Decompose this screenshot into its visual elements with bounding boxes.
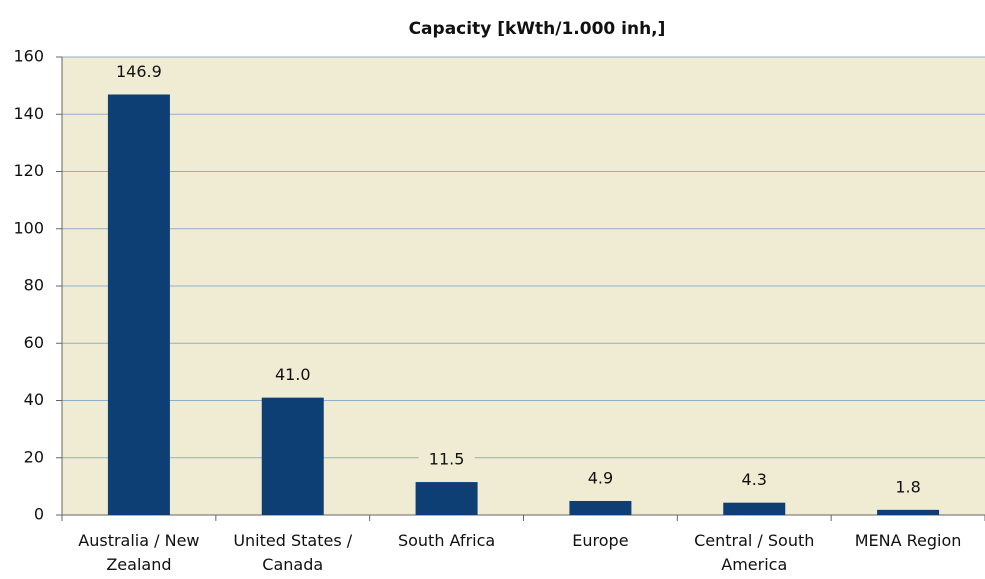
value-label: 4.3 <box>742 470 767 489</box>
value-label-bg <box>572 466 629 489</box>
value-label-bg <box>726 468 783 491</box>
y-tick-label: 40 <box>24 390 44 409</box>
x-tick-label: MENA Region <box>854 531 962 550</box>
y-tick-label: 60 <box>24 333 44 352</box>
value-label: 41.0 <box>275 365 311 384</box>
y-tick-label: 100 <box>13 218 44 237</box>
value-label-bg <box>110 60 167 83</box>
value-label: 1.8 <box>895 477 920 496</box>
bar <box>569 500 632 515</box>
x-tick-label: United States / Canada <box>233 531 353 574</box>
x-tick-label: Europe <box>572 531 629 550</box>
x-tick-label: South Africa <box>397 531 496 550</box>
y-tick-label: 120 <box>13 161 44 180</box>
y-tick-label: 20 <box>24 447 44 466</box>
value-label-bg <box>418 448 475 471</box>
value-label: 11.5 <box>429 450 465 469</box>
value-label-bg <box>264 363 321 386</box>
bar <box>107 94 170 515</box>
y-tick-label: 160 <box>13 47 44 66</box>
value-label: 146.9 <box>116 62 162 81</box>
x-tick-label: Central / South America <box>694 531 815 574</box>
value-label: 4.9 <box>588 468 613 487</box>
chart-title: Capacity [kWth/1.000 inh,] <box>409 19 666 39</box>
value-label-bg <box>880 475 937 498</box>
y-tick-label: 80 <box>24 276 44 295</box>
bar <box>723 502 786 515</box>
bar <box>877 509 940 515</box>
bar <box>415 482 478 515</box>
x-tick-label: Australia / New Zealand <box>78 531 200 574</box>
y-tick-label: 0 <box>34 505 44 524</box>
y-tick-label: 140 <box>13 104 44 123</box>
bar <box>261 397 324 515</box>
